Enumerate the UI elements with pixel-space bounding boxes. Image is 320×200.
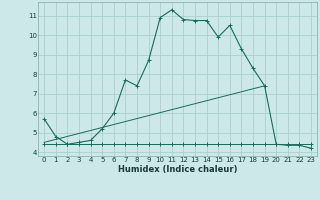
X-axis label: Humidex (Indice chaleur): Humidex (Indice chaleur) <box>118 165 237 174</box>
